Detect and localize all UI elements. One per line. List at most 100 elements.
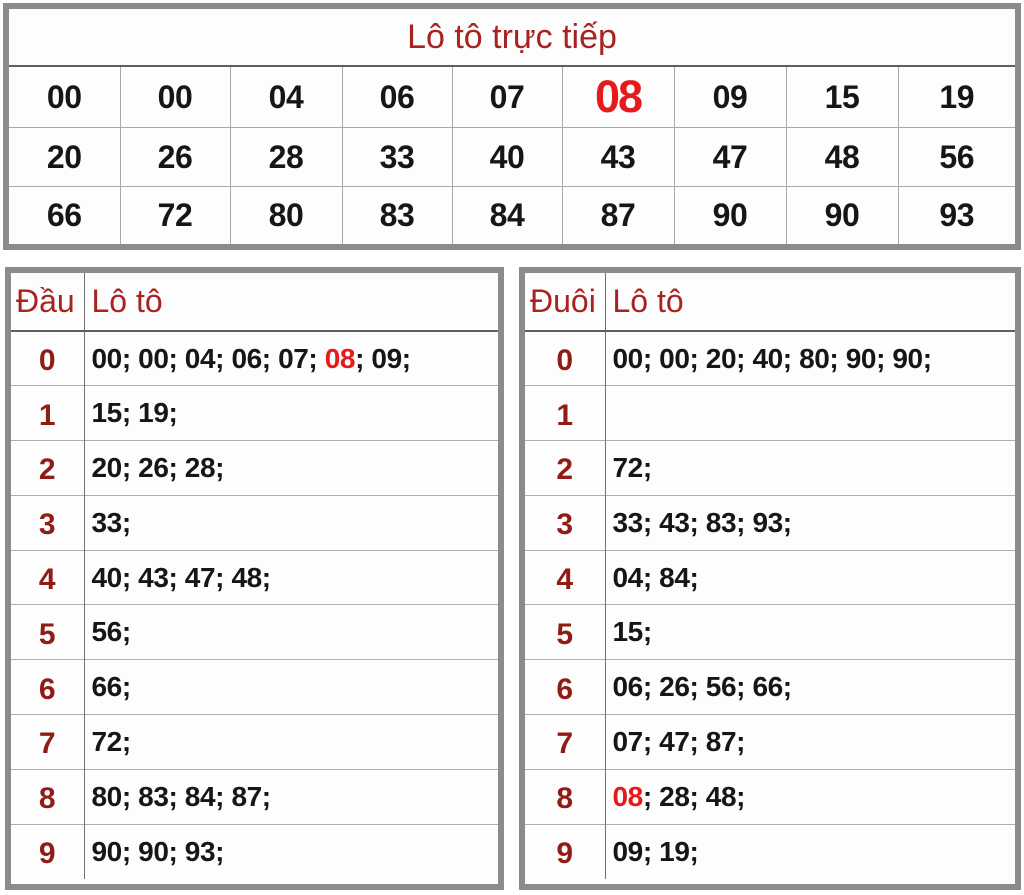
digit-label: 0 (525, 330, 606, 386)
table-row: 3 33; 43; 83; 93; (525, 494, 1015, 551)
values-text: 00; 00; 04; 06; 07; (91, 342, 325, 374)
digit-values: 04; 84; (605, 549, 1015, 605)
digit-label: 0 (11, 330, 85, 386)
lotto-cell: 26 (119, 126, 231, 187)
table-row: 7 72; (11, 714, 498, 770)
digit-label: 7 (11, 714, 85, 770)
lotto-cell-highlight: 08 (561, 67, 675, 128)
live-lotto-table: Lô tô trực tiếp 00 00 04 06 07 08 09 15 … (3, 3, 1021, 250)
digit-label: 8 (525, 768, 606, 825)
values-text: 07; 47; 87; (612, 725, 746, 757)
table-row: 0 00; 00; 04; 06; 07; 08; 09; (11, 330, 498, 386)
tail-digits-table: Đuôi Lô tô 0 00; 00; 20; 40; 80; 90; 90;… (519, 267, 1021, 890)
digit-values: 40; 43; 47; 48; (84, 549, 498, 605)
lotto-cell: 19 (897, 67, 1015, 128)
digit-label: 1 (11, 385, 85, 441)
table-row: 4 40; 43; 47; 48; (11, 549, 498, 605)
table-row: 1 (525, 385, 1015, 441)
lotto-cell: 93 (897, 185, 1015, 244)
lotto-cell: 04 (229, 67, 343, 128)
head-digits-table: Đầu Lô tô 0 00; 00; 04; 06; 07; 08; 09; … (5, 267, 504, 890)
table-row: 6 66; (11, 659, 498, 715)
loto-column-header: Lô tô (84, 273, 498, 332)
table-row: 4 04; 84; (525, 549, 1015, 605)
digit-values: 20; 26; 28; (84, 440, 498, 496)
lotto-cell: 06 (341, 67, 453, 128)
digit-values: 07; 47; 87; (605, 714, 1015, 770)
digit-values: 90; 90; 93; (84, 823, 498, 879)
digit-values: 72; (84, 714, 498, 770)
table-row: 9 09; 19; (525, 823, 1015, 879)
digit-values: 66; (84, 659, 498, 715)
values-text: 66; (91, 671, 132, 703)
lotto-cell: 56 (897, 126, 1015, 187)
digit-values: 00; 00; 04; 06; 07; 08; 09; (84, 330, 498, 386)
table-row: 6 06; 26; 56; 66; (525, 659, 1015, 715)
values-text: 72; (612, 451, 653, 483)
lotto-cell: 00 (9, 67, 121, 128)
lotto-cell: 87 (561, 185, 675, 244)
lotto-cell: 33 (341, 126, 453, 187)
lotto-cell: 83 (341, 185, 453, 244)
tail-column-header: Đuôi (525, 273, 606, 332)
values-text: 80; 83; 84; 87; (91, 780, 272, 812)
lotto-cell: 84 (451, 185, 563, 244)
table-row: 2 72; (525, 440, 1015, 496)
values-text: 40; 43; 47; 48; (91, 561, 272, 593)
table-row: 8 08; 28; 48; (525, 768, 1015, 825)
digit-label: 1 (525, 385, 606, 441)
digit-label: 3 (11, 494, 85, 551)
lotto-cell: 80 (229, 185, 343, 244)
digit-values: 06; 26; 56; 66; (605, 659, 1015, 715)
lotto-cell: 47 (673, 126, 787, 187)
live-lotto-title: Lô tô trực tiếp (9, 9, 1015, 67)
digit-values: 00; 00; 20; 40; 80; 90; 90; (605, 330, 1015, 386)
lotto-cell: 66 (9, 185, 121, 244)
digit-label: 5 (11, 604, 85, 660)
tail-digits-grid: Đuôi Lô tô 0 00; 00; 20; 40; 80; 90; 90;… (525, 273, 1015, 879)
live-lotto-grid: 00 00 04 06 07 08 09 15 19 20 26 28 33 4… (9, 67, 1015, 244)
table-row: 3 33; (11, 494, 498, 551)
table-row: 0 00; 00; 20; 40; 80; 90; 90; (525, 330, 1015, 386)
digit-label: 8 (11, 768, 85, 825)
digit-values: 09; 19; (605, 823, 1015, 879)
digit-label: 6 (11, 659, 85, 715)
lotto-row: 20 26 28 33 40 43 47 48 56 (9, 126, 1015, 187)
digit-values: 80; 83; 84; 87; (84, 768, 498, 825)
digit-label: 7 (525, 714, 606, 770)
digit-label: 2 (525, 440, 606, 496)
digit-values (605, 385, 1015, 441)
head-digits-grid: Đầu Lô tô 0 00; 00; 04; 06; 07; 08; 09; … (11, 273, 498, 879)
digit-label: 4 (11, 549, 85, 605)
values-text: 33; 43; 83; 93; (612, 506, 793, 538)
lotto-cell: 90 (785, 185, 899, 244)
lotto-cell: 43 (561, 126, 675, 187)
lotto-cell: 48 (785, 126, 899, 187)
values-text: ; 09; (355, 342, 411, 374)
lotto-row: 00 00 04 06 07 08 09 15 19 (9, 67, 1015, 128)
digit-values: 15; (605, 604, 1015, 660)
lotto-cell: 09 (673, 67, 787, 128)
digit-values: 15; 19; (84, 385, 498, 441)
values-text: 09; 19; (612, 835, 699, 867)
digit-values: 08; 28; 48; (605, 768, 1015, 825)
highlighted-number: 08 (612, 780, 644, 812)
loto-column-header: Lô tô (605, 273, 1015, 332)
table-row: 9 90; 90; 93; (11, 823, 498, 879)
highlighted-number: 08 (324, 342, 356, 374)
digit-label: 9 (525, 823, 606, 879)
digit-values: 33; (84, 494, 498, 551)
lotto-cell: 20 (9, 126, 121, 187)
table-row: 8 80; 83; 84; 87; (11, 768, 498, 825)
digit-label: 5 (525, 604, 606, 660)
values-text: 00; 00; 20; 40; 80; 90; 90; (612, 342, 933, 374)
values-text: 20; 26; 28; (91, 451, 225, 483)
values-text: 15; 19; (91, 397, 178, 429)
values-text: 33; (91, 506, 132, 538)
lotto-cell: 07 (451, 67, 563, 128)
lotto-cell: 90 (673, 185, 787, 244)
table-header-row: Đuôi Lô tô (525, 273, 1015, 332)
table-row: 2 20; 26; 28; (11, 440, 498, 496)
digit-label: 3 (525, 494, 606, 551)
table-header-row: Đầu Lô tô (11, 273, 498, 332)
